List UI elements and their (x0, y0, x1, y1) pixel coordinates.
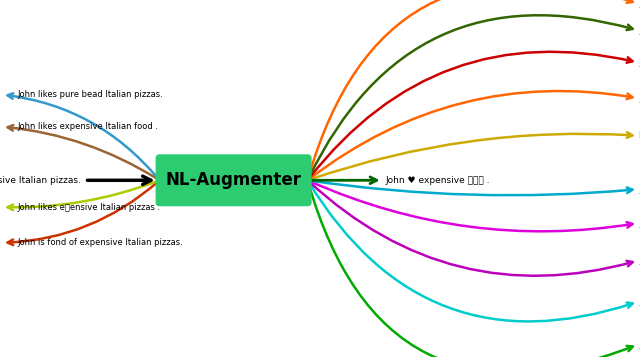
Text: John likes expensive Italian pizzas.: John likes expensive Italian pizzas. (0, 176, 82, 185)
Text: John likes expensive Italian pizzas(italian dish of flattened bread and toppings: John likes expensive Italian pizzas(ital… (639, 340, 640, 349)
FancyBboxPatch shape (156, 154, 312, 206)
Text: John likes e💥ensive Italian pizzas .: John likes e💥ensive Italian pizzas . (17, 202, 160, 212)
Text: John likes expensive Italian food .: John likes expensive Italian food . (17, 122, 158, 131)
Text: John confirmed that he likes expensive Italian pizzas.: John confirmed that he likes expensive I… (639, 256, 640, 265)
Text: John ♥ expensive 💙🍕🍕 .: John ♥ expensive 💙🍕🍕 . (385, 176, 490, 185)
Text: John likēs ęxpensivę   al🇳🇴an p​zzas .: John likēs ęxpensivę al🇳🇴an p​zzas . (639, 94, 640, 103)
Text: John is fond of expensive Italian pizzas.: John is fond of expensive Italian pizzas… (17, 238, 183, 247)
Text: JJoohhnn lliikkeess eexxppeennssiivvee IIttaalliiaaann ppiizzzzaass ..: JJoohhnn lliikkeess eexxppeennssiivvee I… (639, 0, 640, 8)
Text: John is a big fan of Italy, especially of the rich and cheap pizzas.: John is a big fan of Italy, especially o… (639, 58, 640, 67)
Text: John likes expensive actually Italian actually pizzas In my opinion .: John likes expensive actually Italian ac… (639, 26, 640, 35)
Text: John likes expensive Italienisch pizzas .: John likes expensive Italienisch pizzas … (639, 218, 640, 228)
Text: NL-Augmenter: NL-Augmenter (166, 171, 301, 189)
Text: Jo4n lik3s 3xpensiv3 1talian pizzas .: Jo4n lik3s 3xpensiv3 1talian pizzas . (639, 185, 640, 194)
Text: John likes expensive Italian pizzas .#LikesPizzas #Likes #John #Pizzas: John likes expensive Italian pizzas .#Li… (639, 297, 640, 306)
Text: John likes pure bead Italian pizzas.: John likes pure bead Italian pizzas. (17, 90, 163, 99)
Text: Expensive italian pizzas, John likes.: Expensive italian pizzas, John likes. (639, 131, 640, 140)
